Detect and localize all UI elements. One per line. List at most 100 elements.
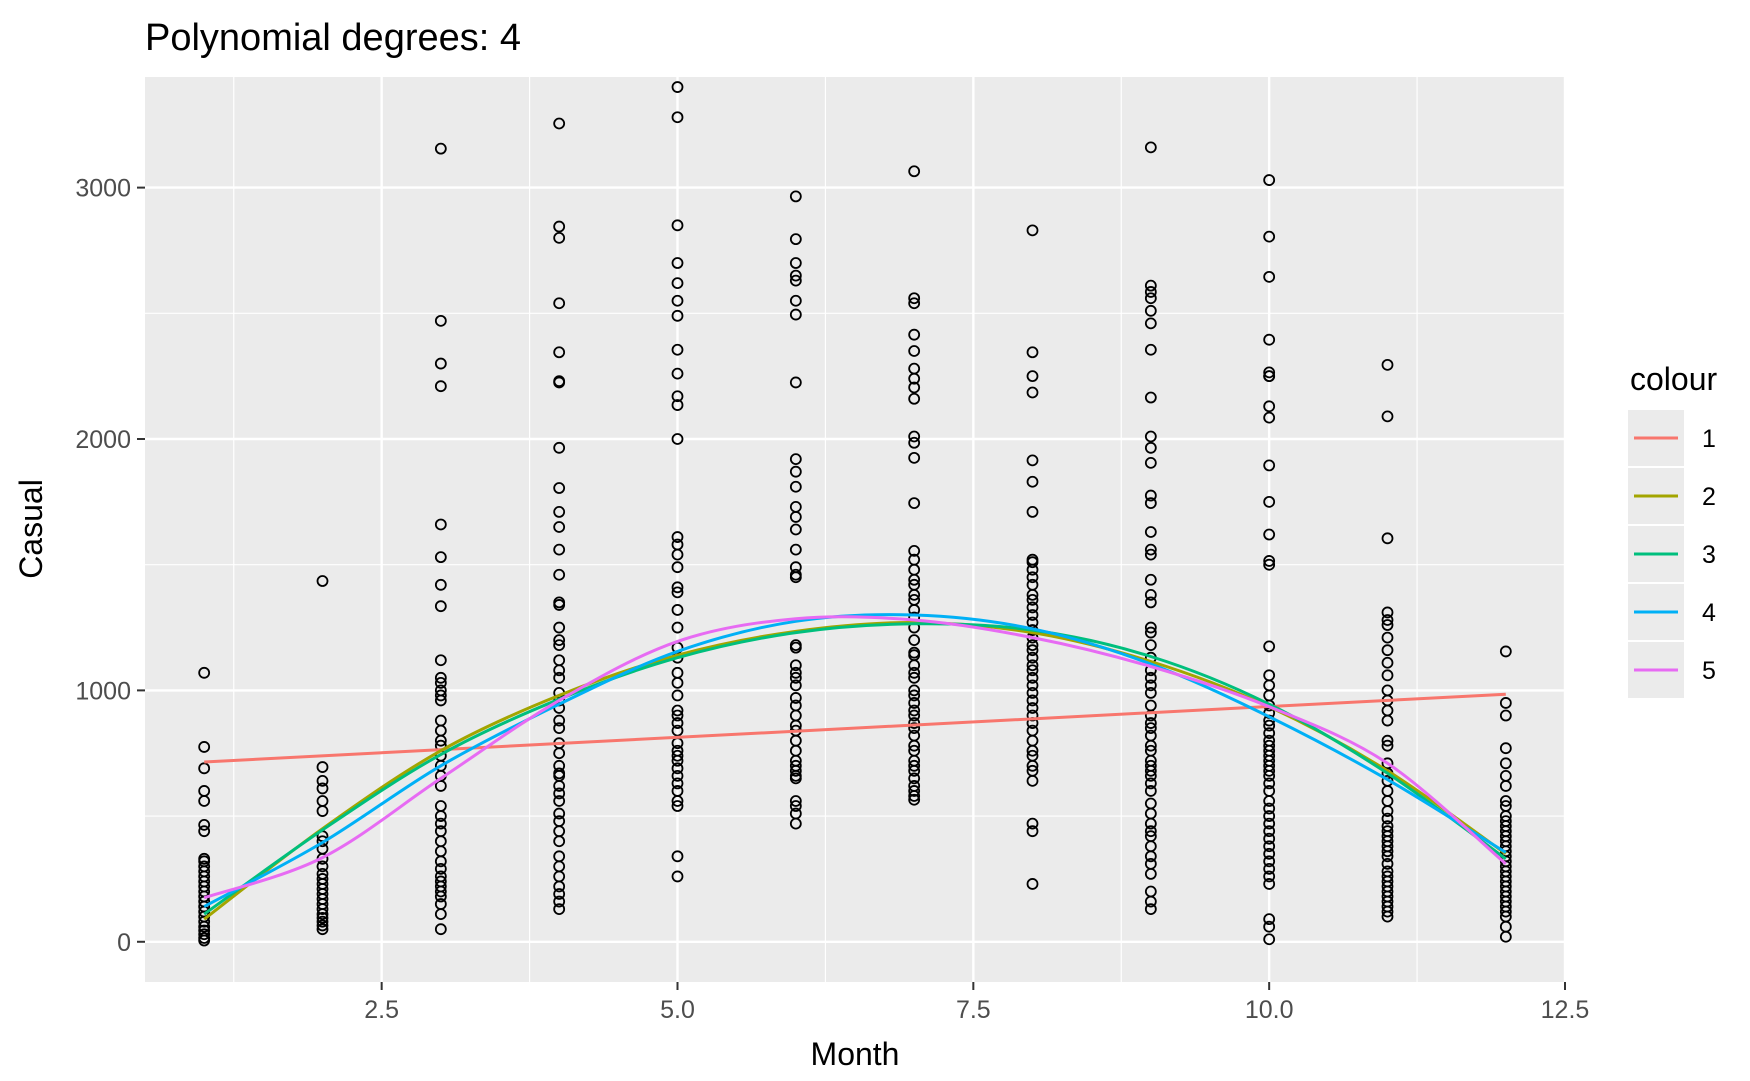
y-axis-ticks: 0 1000 2000 3000	[75, 175, 145, 957]
data-point-month-5-9	[671, 390, 684, 403]
data-point-month-11-1	[1381, 410, 1394, 423]
data-point-month-4-17	[553, 639, 566, 652]
data-point-month-11-39	[1381, 905, 1394, 918]
data-point-month-4-42	[553, 888, 566, 900]
data-point-month-11-3	[1381, 606, 1394, 619]
data-point-month-3-7	[434, 600, 447, 613]
legend-item-1: 1	[1628, 410, 1716, 466]
data-point-month-5-1	[671, 111, 684, 124]
data-point-month-3-13	[434, 694, 447, 707]
data-point-month-7-1	[908, 292, 921, 305]
data-point-month-4-6	[553, 376, 566, 389]
data-point-month-7-45	[908, 790, 921, 802]
data-point-month-7-2	[908, 297, 921, 310]
chart-title: Polynomial degrees: 4	[145, 17, 521, 59]
data-point-month-1-4	[198, 795, 211, 807]
data-point-month-2-1	[316, 761, 329, 773]
data-point-month-8-3	[1026, 386, 1039, 399]
data-point-month-5-32	[671, 754, 684, 767]
data-point-month-9-5	[1144, 317, 1157, 330]
data-point-month-10-44	[1263, 878, 1276, 890]
data-point-month-5-33	[671, 762, 684, 775]
data-point-month-6-37	[789, 800, 802, 812]
data-point-month-9-2	[1144, 286, 1157, 298]
data-point-month-11-29	[1381, 850, 1394, 863]
data-point-month-5-23	[671, 676, 684, 689]
legend-title: colour	[1630, 361, 1718, 397]
data-point-month-4-10	[553, 521, 566, 533]
data-point-month-5-6	[671, 309, 684, 322]
data-point-month-4-43	[553, 895, 566, 908]
data-point-month-12-2	[1499, 709, 1512, 722]
data-point-month-6-12	[789, 511, 802, 523]
data-point-month-6-3	[789, 269, 802, 282]
data-point-month-1-20	[198, 915, 211, 928]
data-point-month-6-14	[789, 543, 802, 556]
legend: colour 1 2 3 4 5	[1628, 361, 1718, 698]
data-point-month-8-21	[1026, 651, 1039, 664]
data-point-month-1-2	[198, 762, 211, 775]
data-point-month-2-18	[316, 903, 329, 915]
data-point-month-3-21	[434, 780, 447, 792]
data-point-month-7-35	[908, 722, 921, 734]
data-point-month-1-21	[198, 920, 211, 933]
data-point-month-12-28	[1499, 905, 1512, 918]
data-point-month-1-23	[198, 928, 211, 941]
data-point-month-10-30	[1263, 769, 1276, 782]
data-point-month-11-28	[1381, 845, 1394, 858]
data-point-month-10-12	[1263, 555, 1276, 567]
data-point-month-8-2	[1026, 370, 1039, 383]
data-point-month-10-10	[1263, 495, 1276, 508]
data-point-month-3-34	[434, 890, 447, 903]
data-point-month-7-30	[908, 689, 921, 702]
data-point-month-8-12	[1026, 588, 1039, 601]
x-tick-label-4: 12.5	[1541, 996, 1590, 1024]
data-point-month-5-11	[671, 433, 684, 445]
data-point-month-9-16	[1144, 573, 1157, 586]
legend-item-3: 3	[1628, 526, 1716, 582]
data-point-month-4-37	[553, 835, 566, 848]
data-point-month-4-44	[553, 903, 566, 915]
legend-item-2: 2	[1628, 468, 1716, 524]
data-point-month-3-4	[434, 518, 447, 531]
data-point-month-6-10	[789, 480, 802, 493]
data-point-month-8-23	[1026, 664, 1039, 677]
data-point-month-11-4	[1381, 614, 1394, 626]
legend-label: 1	[1702, 425, 1716, 453]
data-point-month-10-7	[1263, 400, 1276, 413]
data-point-month-10-22	[1263, 727, 1276, 740]
data-point-month-2-2	[316, 774, 329, 787]
data-point-month-10-2	[1263, 270, 1276, 283]
data-point-month-2-23	[316, 923, 329, 936]
data-point-month-11-6	[1381, 631, 1394, 644]
data-point-month-10-3	[1263, 333, 1276, 346]
data-point-month-11-30	[1381, 857, 1394, 870]
data-point-month-7-37	[908, 739, 921, 752]
fit-line-degree-5	[203, 615, 1507, 900]
data-point-month-8-25	[1026, 679, 1039, 692]
data-point-month-10-11	[1263, 528, 1276, 541]
data-point-month-4-9	[553, 506, 566, 518]
data-point-month-10-38	[1263, 832, 1276, 845]
data-point-month-10-36	[1263, 817, 1276, 830]
data-point-month-2-21	[316, 915, 329, 928]
data-point-month-3-2	[434, 357, 447, 370]
y-axis-title: Casual	[13, 479, 49, 579]
data-point-month-5-39	[671, 850, 684, 863]
data-point-month-5-26	[671, 709, 684, 722]
data-point-month-6-20	[789, 659, 802, 672]
data-point-month-4-24	[553, 714, 566, 727]
data-point-month-11-22	[1381, 812, 1394, 825]
data-point-month-4-41	[553, 880, 566, 893]
data-point-month-10-42	[1263, 862, 1276, 875]
data-point-month-5-0	[671, 81, 684, 93]
data-point-month-11-7	[1381, 644, 1394, 657]
x-tick-label-3: 10.0	[1245, 996, 1294, 1024]
data-point-month-4-4	[553, 346, 566, 359]
data-point-month-9-36	[1144, 764, 1157, 777]
data-point-month-5-37	[671, 795, 684, 807]
data-point-month-9-7	[1144, 391, 1157, 404]
data-point-month-9-42	[1144, 817, 1157, 830]
y-tick-label-3: 3000	[75, 175, 131, 203]
